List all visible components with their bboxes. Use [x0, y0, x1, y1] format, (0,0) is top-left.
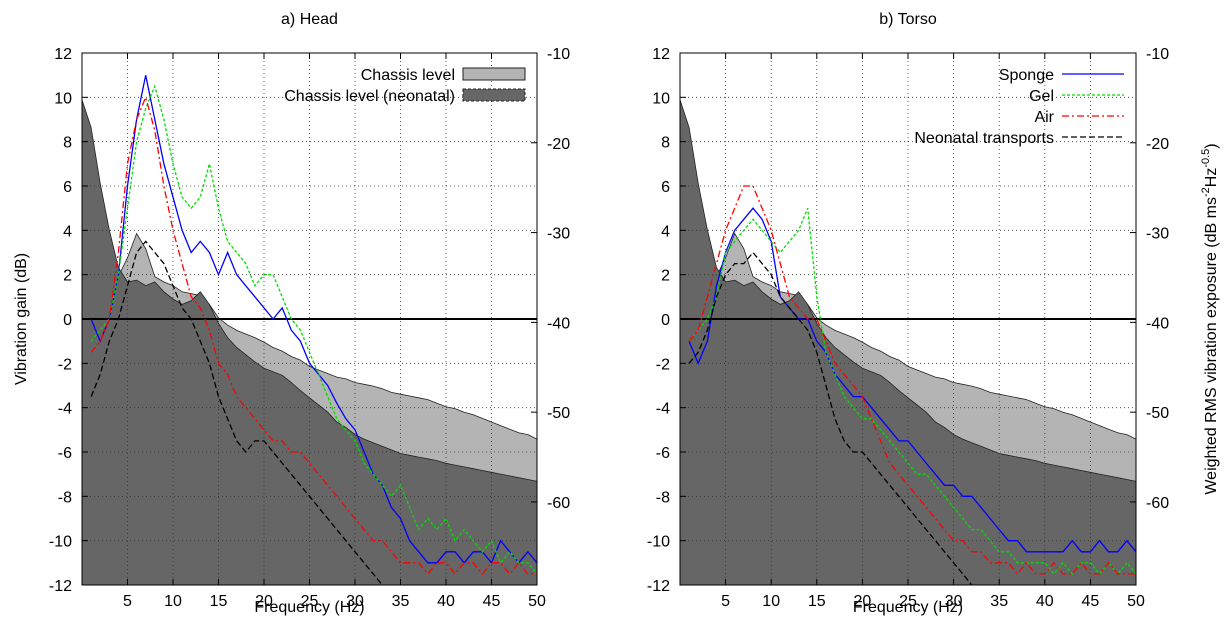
y-tick-label: 4: [661, 223, 670, 240]
y2-tick-label: -40: [1146, 315, 1169, 332]
y-tick-label: 8: [63, 135, 72, 152]
y-tick-label: 12: [652, 46, 670, 63]
y2-tick-label: -60: [547, 495, 570, 512]
line: [688, 185, 1136, 575]
plot-frame: [679, 52, 1137, 586]
y2-tick-label: -10: [547, 46, 570, 63]
y-axis-label: Vibration gain (dB): [13, 253, 30, 385]
legend-swatch: [462, 67, 526, 81]
x-tick-label: 25: [899, 593, 917, 610]
y-tick-label: 10: [652, 90, 670, 107]
x-tick-label: 50: [528, 593, 546, 610]
legend-swatch: [462, 88, 526, 102]
y-tick-label: -10: [647, 534, 670, 551]
x-tick-label: 25: [301, 593, 319, 610]
x-tick-label: 30: [346, 593, 364, 610]
y-tick-label: 6: [661, 179, 670, 196]
y-tick-label: -6: [656, 445, 670, 462]
legend-label: Gel: [1029, 88, 1054, 105]
y-tick-label: 10: [54, 90, 72, 107]
legend-label: Sponge: [999, 67, 1054, 84]
superscript: -0.5: [1200, 149, 1212, 168]
x-tick-label: 20: [255, 593, 273, 610]
label-part: ): [1203, 143, 1220, 148]
legend-label: Neonatal transports: [914, 130, 1054, 147]
y-tick-label: -6: [58, 445, 72, 462]
legend-item: Neonatal transports: [914, 130, 1124, 147]
y2-tick-label: -10: [1146, 46, 1169, 63]
line: [688, 207, 1137, 575]
area: [81, 99, 538, 586]
line: [688, 251, 973, 586]
y-tick-label: -10: [49, 534, 72, 551]
x-tick-label: 50: [1127, 593, 1145, 610]
x-axis-label: Frequency (Hz): [853, 599, 963, 616]
y-tick-label: -4: [58, 401, 72, 418]
y2-tick-label: -60: [1146, 495, 1169, 512]
legend-item: Sponge: [999, 67, 1124, 84]
legend-item: Chassis level: [361, 67, 526, 84]
y-tick-label: 0: [661, 312, 670, 329]
x-tick-label: 10: [762, 593, 780, 610]
x-axis-label: Frequency (Hz): [254, 599, 364, 616]
y-tick-label: -2: [58, 356, 72, 373]
legend-label: Chassis level (neonatal): [284, 88, 455, 105]
line: [90, 240, 383, 586]
superscript: -2: [1200, 187, 1212, 197]
x-tick-label: 20: [854, 593, 872, 610]
label-part: Weighted RMS vibration exposure (dB ms: [1203, 197, 1220, 495]
x-tick-label: 15: [808, 593, 826, 610]
y-tick-label: 2: [661, 268, 670, 285]
legend-item: Air: [1034, 109, 1124, 126]
x-tick-label: 45: [1082, 593, 1100, 610]
label-part: Hz: [1203, 168, 1220, 188]
x-tick-label: 35: [990, 593, 1008, 610]
x-tick-label: 30: [945, 593, 963, 610]
legend-item: Chassis level (neonatal): [284, 88, 526, 105]
x-tick-label: 5: [123, 593, 132, 610]
y-tick-label: -12: [647, 578, 670, 595]
x-tick-label: 45: [483, 593, 501, 610]
chart-title: b) Torso: [879, 11, 937, 28]
x-tick-label: 40: [1036, 593, 1054, 610]
y-tick-label: 6: [63, 179, 72, 196]
y2-tick-label: -30: [1146, 226, 1169, 243]
y2-tick-label: -50: [547, 405, 570, 422]
chart-title: a) Head: [281, 11, 338, 28]
y-tick-label: 2: [63, 268, 72, 285]
x-tick-label: 15: [210, 593, 228, 610]
y2-tick-label: -40: [547, 315, 570, 332]
y-tick-label: 4: [63, 223, 72, 240]
line: [688, 207, 1137, 553]
y-tick-label: 8: [661, 135, 670, 152]
y-tick-label: -2: [656, 356, 670, 373]
y-tick-label: 12: [54, 46, 72, 63]
legend-label: Air: [1034, 109, 1054, 126]
y2-tick-label: -20: [547, 136, 570, 153]
legend-item: Gel: [1029, 88, 1124, 105]
y-tick-label: -8: [58, 489, 72, 506]
y2-tick-label: -20: [1146, 136, 1169, 153]
line: [90, 75, 538, 565]
y-tick-label: -12: [49, 578, 72, 595]
x-tick-label: 10: [164, 593, 182, 610]
y-tick-label: -4: [656, 401, 670, 418]
plot-frame: [81, 52, 538, 586]
y-tick-label: 0: [63, 312, 72, 329]
line: [90, 95, 537, 575]
area: [679, 99, 1137, 586]
x-tick-label: 35: [392, 593, 410, 610]
x-tick-label: 40: [437, 593, 455, 610]
y2-axis-label: Weighted RMS vibration exposure (dB ms-2…: [1200, 143, 1220, 494]
y-tick-label: -8: [656, 489, 670, 506]
y2-tick-label: -30: [547, 226, 570, 243]
legend-label: Chassis level: [361, 67, 455, 84]
x-tick-label: 5: [721, 593, 730, 610]
y2-tick-label: -50: [1146, 405, 1169, 422]
